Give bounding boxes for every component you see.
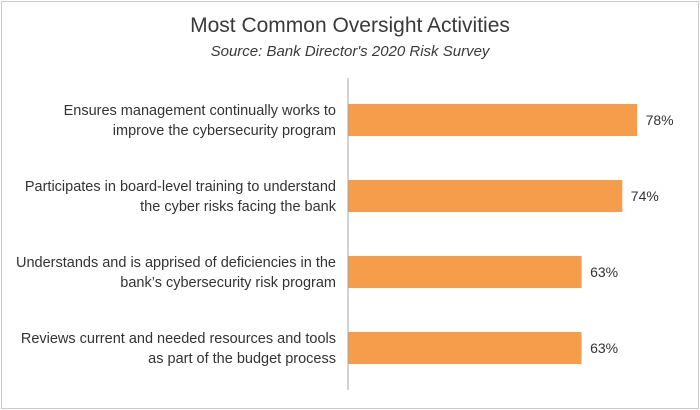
category-label-1-line-2: improve the cybersecurity program [113,123,336,139]
bar-4 [348,332,582,364]
category-label-2-line-1: Participates in board-level training to … [25,179,336,195]
bar-3 [348,256,582,288]
data-label-2: 74% [631,188,659,204]
data-label-4: 63% [590,340,618,356]
chart-subtitle: Source: Bank Director's 2020 Risk Survey [210,43,490,60]
category-label-3-line-2: bank’s cybersecurity risk program [120,275,336,291]
chart-title: Most Common Oversight Activities [190,14,510,37]
category-label-3-line-1: Understands and is apprised of deficienc… [16,255,336,271]
bar-1 [348,104,638,136]
category-label-4-line-1: Reviews current and needed resources and… [21,331,336,347]
bar-2 [348,180,623,212]
category-label-2-line-2: the cyber risks facing the bank [140,199,337,215]
data-label-1: 78% [646,112,674,128]
data-label-3: 63% [590,264,618,280]
category-label-4-line-2: as part of the budget process [148,351,336,367]
category-label-1-line-1: Ensures management continually works to [64,103,336,119]
